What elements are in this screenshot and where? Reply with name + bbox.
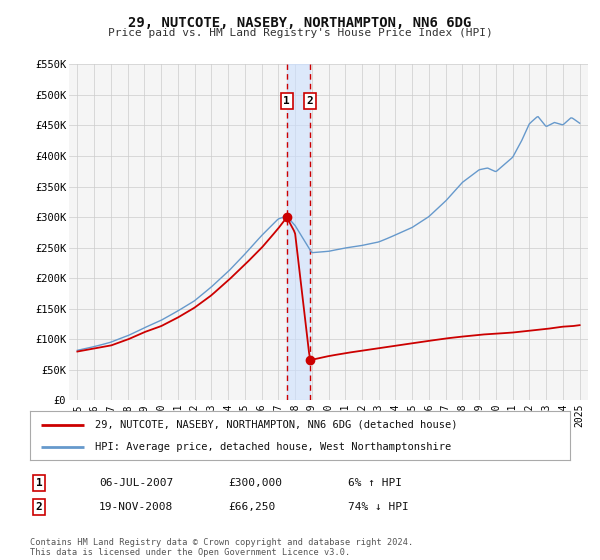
- Text: Contains HM Land Registry data © Crown copyright and database right 2024.
This d: Contains HM Land Registry data © Crown c…: [30, 538, 413, 557]
- Text: £66,250: £66,250: [228, 502, 275, 512]
- Text: 06-JUL-2007: 06-JUL-2007: [99, 478, 173, 488]
- Text: 6% ↑ HPI: 6% ↑ HPI: [348, 478, 402, 488]
- Bar: [287, 64, 310, 400]
- Text: 19-NOV-2008: 19-NOV-2008: [99, 502, 173, 512]
- Text: 29, NUTCOTE, NASEBY, NORTHAMPTON, NN6 6DG: 29, NUTCOTE, NASEBY, NORTHAMPTON, NN6 6D…: [128, 16, 472, 30]
- Text: 2: 2: [35, 502, 43, 512]
- Text: HPI: Average price, detached house, West Northamptonshire: HPI: Average price, detached house, West…: [95, 441, 451, 451]
- Text: 29, NUTCOTE, NASEBY, NORTHAMPTON, NN6 6DG (detached house): 29, NUTCOTE, NASEBY, NORTHAMPTON, NN6 6D…: [95, 420, 457, 430]
- Text: £300,000: £300,000: [228, 478, 282, 488]
- Text: 1: 1: [283, 96, 290, 106]
- Text: Price paid vs. HM Land Registry's House Price Index (HPI): Price paid vs. HM Land Registry's House …: [107, 28, 493, 38]
- Text: 1: 1: [35, 478, 43, 488]
- Text: 74% ↓ HPI: 74% ↓ HPI: [348, 502, 409, 512]
- Text: 2: 2: [307, 96, 313, 106]
